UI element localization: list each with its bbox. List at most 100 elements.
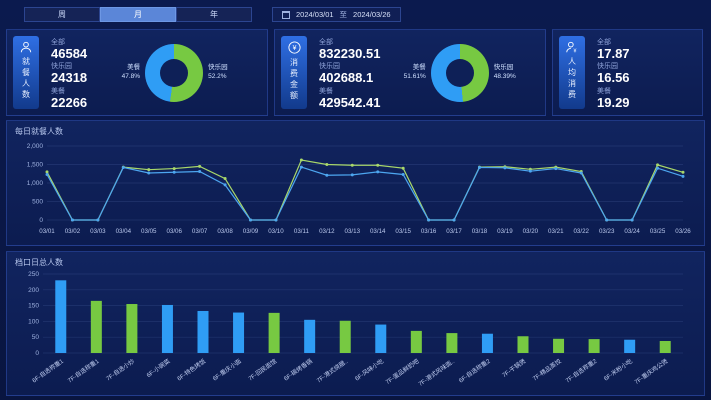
donut-label-left: 美餐 51.61%: [403, 64, 426, 80]
bar: [588, 339, 600, 353]
x-category-label: 7F-重庆鸡公煲: [633, 357, 670, 386]
topbar: 周 月 年 2024/03/01 至 2024/03/26: [0, 0, 711, 24]
stat-label: 快乐园: [51, 63, 72, 71]
data-point: [656, 163, 660, 167]
data-point: [350, 173, 354, 177]
tab-week[interactable]: 周: [24, 7, 100, 22]
y-tick-label: 1,000: [27, 180, 44, 187]
person-icon: [19, 40, 33, 54]
x-tick-label: 03/15: [395, 228, 411, 235]
x-category-label: 7F-回民面馆: [247, 357, 279, 382]
kpi-stats: 全部 17.87 快乐园 16.56 美餐 19.29: [597, 36, 630, 109]
data-point: [299, 158, 303, 162]
data-point: [274, 218, 278, 222]
line-chart-title: 每日就餐人数: [15, 127, 63, 136]
y-tick-label: 150: [28, 303, 39, 310]
x-tick-label: 03/06: [166, 228, 182, 235]
stall-totals-bar-chart-panel: 档口日总人数 0 50 100 150 200 250 6F-自选称重1 7F-自选称重1 7F…: [6, 251, 705, 396]
kpi-title: 就餐人数: [21, 57, 31, 101]
tab-month[interactable]: 月: [100, 7, 176, 22]
bar: [55, 280, 67, 353]
stat-value: 832230.51: [319, 46, 381, 61]
line-series-1: [46, 159, 684, 221]
kpi-dining-count: 就餐人数 全部 46584 快乐园 24318 美餐 22266 美餐 47.8% 快乐…: [6, 29, 268, 116]
x-category-label: 6F-重庆小面: [211, 357, 243, 382]
x-tick-label: 03/12: [319, 228, 335, 235]
donut-label-right: 快乐园 48.39%: [493, 64, 516, 80]
stat-value: 17.87: [597, 46, 630, 61]
stat-label: 美餐: [597, 87, 611, 95]
data-point: [681, 170, 685, 174]
tab-year[interactable]: 年: [176, 7, 252, 22]
bar: [126, 304, 138, 353]
x-tick-label: 03/04: [116, 228, 132, 235]
x-tick-label: 03/23: [599, 228, 615, 235]
donut-ring: [145, 43, 204, 102]
kpi-consumption-amount: ¥ 消费金额 全部 832230.51 快乐园 402688.1 美餐 429542.…: [274, 29, 546, 116]
data-point: [198, 164, 202, 168]
bar: [268, 312, 280, 353]
data-point: [147, 171, 151, 175]
x-tick-label: 03/03: [90, 228, 106, 235]
data-point: [427, 218, 431, 222]
stat-value: 16.56: [597, 70, 630, 86]
x-tick-label: 03/16: [421, 228, 437, 235]
stat-value: 24318: [51, 70, 88, 86]
donut-chart-dining: 美餐 47.8% 快乐园 52.2%: [87, 36, 261, 109]
kpi-strip: ¥ 消费金额: [281, 36, 307, 109]
date-end: 2024/03/26: [353, 10, 391, 19]
bar: [481, 333, 493, 353]
data-point: [528, 169, 532, 173]
x-tick-label: 03/17: [446, 228, 462, 235]
stat-label: 快乐园: [319, 63, 340, 71]
data-point: [45, 170, 49, 174]
data-point: [401, 166, 405, 170]
x-category-label: 7F-蛋品鲜奶吧: [384, 357, 421, 386]
y-tick-label: 200: [28, 287, 39, 294]
kpi-title: 消费金额: [289, 58, 299, 102]
x-tick-label: 03/05: [141, 228, 157, 235]
y-tick-label: 100: [28, 318, 39, 325]
x-category-label: 7F-自选称重1: [66, 357, 101, 385]
kpi-row: 就餐人数 全部 46584 快乐园 24318 美餐 22266 美餐 47.8% 快乐…: [0, 24, 711, 120]
stat-value: 429542.41: [319, 94, 381, 110]
donut-label-right: 快乐园 52.2%: [208, 64, 228, 80]
x-tick-label: 03/24: [624, 228, 640, 235]
date-range-picker[interactable]: 2024/03/01 至 2024/03/26: [272, 7, 401, 22]
y-tick-label: 1,500: [27, 162, 44, 169]
stat-label: 全部: [319, 39, 333, 46]
y-tick-label: 50: [32, 334, 40, 341]
x-category-label: 6F-风味小吃: [353, 357, 385, 382]
x-tick-label: 03/22: [573, 228, 589, 235]
kpi-title: 人均消费: [567, 57, 577, 101]
bar: [517, 336, 529, 353]
line-series-2: [46, 166, 684, 221]
x-tick-label: 03/13: [345, 228, 361, 235]
data-point: [299, 165, 303, 169]
data-point: [325, 173, 329, 177]
y-tick-label: 250: [28, 271, 39, 278]
bar: [304, 319, 316, 353]
data-point: [605, 218, 609, 222]
x-category-label: 7F-自选称重2: [564, 357, 599, 385]
bar-chart-title: 档口日总人数: [15, 258, 63, 267]
donut-label-left: 美餐 47.8%: [121, 64, 141, 80]
kpi-stats: 全部 46584 快乐园 24318 美餐 22266: [51, 36, 87, 109]
bar: [197, 310, 209, 353]
data-point: [681, 174, 685, 178]
donut-chart-amount: 美餐 51.61% 快乐园 48.39%: [380, 36, 539, 109]
bar: [659, 340, 671, 353]
kpi-stats: 全部 832230.51 快乐园 402688.1 美餐 429542.41: [319, 36, 380, 109]
bar: [553, 338, 565, 353]
data-point: [172, 170, 176, 174]
daily-diners-line-chart-panel: 每日就餐人数 0 500 1,000 1,500 2,000 03/01 03/02 03/0…: [6, 120, 705, 246]
data-point: [147, 168, 151, 172]
stat-value: 46584: [51, 46, 88, 61]
bar: [161, 304, 173, 353]
stat-label: 全部: [51, 39, 65, 46]
stat-value: 19.29: [597, 94, 630, 110]
x-category-label: 7F-自选小炒: [104, 357, 136, 382]
data-point: [325, 163, 329, 166]
x-category-label: 7F-港式烧腊..: [315, 357, 350, 385]
